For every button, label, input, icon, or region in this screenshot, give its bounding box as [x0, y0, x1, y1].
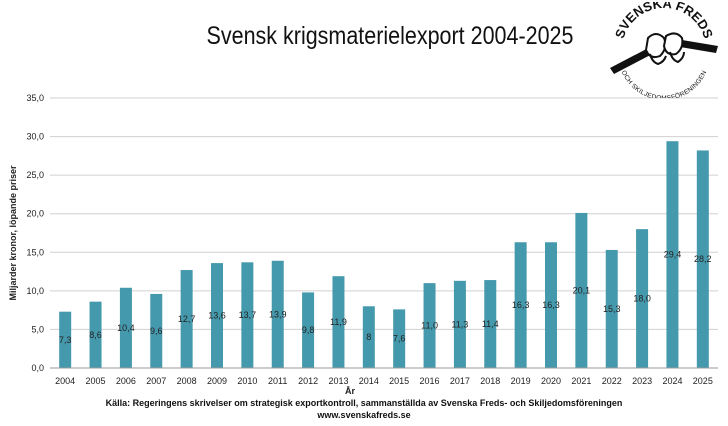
x-tick-label: 2004 — [55, 376, 75, 386]
source-text: Källa: Regeringens skrivelser om strateg… — [105, 398, 623, 408]
x-tick-label: 2005 — [86, 376, 106, 386]
x-axis-ticks: 2004 2005 2006 2007 2008 2009 2010 2011 2012 2013… — [55, 376, 713, 386]
bar-2018 — [484, 280, 497, 368]
data-label-2010: 13,7 — [239, 310, 257, 320]
x-tick-label: 2025 — [693, 376, 713, 386]
svenska-freds-logo: SVENSKA FREDS OCH SKILJEDOMSFÖRENINGEN — [610, 2, 718, 98]
x-axis-label: År — [345, 386, 355, 396]
x-tick-label: 2010 — [237, 376, 257, 386]
data-label-2011: 13,9 — [269, 309, 287, 319]
x-tick-label: 2022 — [602, 376, 622, 386]
data-label-2006: 10,4 — [117, 323, 135, 333]
x-tick-label: 2009 — [207, 376, 227, 386]
x-tick-label: 2014 — [359, 376, 379, 386]
x-tick-label: 2019 — [511, 376, 531, 386]
y-tick-label: 5,0 — [31, 324, 44, 334]
bar-2011 — [271, 260, 284, 368]
y-axis-label: Miljarder kronor, löpande priser — [8, 165, 18, 301]
bar-2024 — [666, 141, 679, 368]
x-tick-label: 2008 — [177, 376, 197, 386]
y-tick-label: 15,0 — [26, 247, 44, 257]
data-label-2015: 7,6 — [393, 334, 406, 344]
x-tick-label: 2015 — [389, 376, 409, 386]
website-url: www.svenskafreds.se — [317, 410, 411, 420]
bar-2009 — [211, 263, 223, 368]
bar-2021 — [575, 212, 588, 368]
y-tick-label: 10,0 — [26, 286, 44, 296]
data-label-2014: 8 — [366, 332, 371, 342]
x-tick-label: 2023 — [632, 376, 652, 386]
data-label-2016: 11,0 — [421, 321, 438, 331]
x-tick-label: 2020 — [541, 376, 561, 386]
data-label-2020: 16,3 — [542, 300, 560, 310]
x-tick-label: 2006 — [116, 376, 136, 386]
bar-2016 — [423, 283, 436, 368]
x-tick-label: 2018 — [480, 376, 500, 386]
grid-lines — [50, 97, 718, 330]
bar-2019 — [514, 242, 527, 368]
data-labels: 7,3 8,6 10,4 9,6 12,7 13,6 13,7 13,9 9,8 11,9 8 7,6… — [59, 250, 712, 345]
chart-title: Svensk krigsmaterielexport 2004-2025 — [206, 22, 574, 50]
bar-2020 — [545, 242, 557, 368]
bar-2006 — [119, 287, 132, 368]
x-tick-label: 2012 — [298, 376, 318, 386]
data-label-2005: 8,6 — [89, 330, 102, 340]
data-label-2008: 12,7 — [178, 314, 196, 324]
bar-2004 — [59, 311, 72, 368]
data-label-2021: 20,1 — [573, 285, 591, 295]
data-label-2024: 29,4 — [664, 250, 682, 260]
data-label-2017: 11,3 — [451, 319, 468, 329]
data-label-2025: 28,2 — [694, 254, 712, 264]
data-label-2013: 11,9 — [330, 317, 347, 327]
bar-2025 — [696, 150, 709, 368]
logo-top-text: SVENSKA FREDS — [612, 2, 716, 41]
data-label-2009: 13,6 — [208, 311, 226, 321]
bars — [59, 141, 709, 368]
x-tick-label: 2017 — [450, 376, 470, 386]
y-tick-label: 35,0 — [26, 93, 44, 103]
bar-2005 — [89, 301, 102, 368]
y-tick-label: 30,0 — [26, 132, 44, 142]
bar-2023 — [636, 229, 649, 368]
data-label-2004: 7,3 — [59, 335, 72, 345]
bar-2014 — [362, 306, 375, 368]
data-label-2019: 16,3 — [512, 300, 530, 310]
bar-2022 — [605, 249, 618, 368]
y-tick-label: 0,0 — [31, 363, 44, 373]
data-label-2012: 9,8 — [302, 325, 315, 335]
bar-2010 — [241, 262, 254, 368]
bar-2017 — [453, 280, 466, 368]
x-tick-label: 2021 — [571, 376, 591, 386]
y-axis-ticks: 0,0 5,0 10,0 15,0 20,0 25,0 30,0 35,0 — [26, 93, 44, 373]
bar-2008 — [180, 270, 193, 368]
logo-bottom-text: OCH SKILJEDOMSFÖRENINGEN — [620, 69, 709, 98]
x-tick-label: 2016 — [420, 376, 440, 386]
x-tick-label: 2007 — [146, 376, 166, 386]
bar-2012 — [302, 292, 315, 368]
x-tick-label: 2024 — [662, 376, 682, 386]
y-tick-label: 20,0 — [26, 209, 44, 219]
data-label-2022: 15,3 — [603, 304, 621, 314]
y-tick-label: 25,0 — [26, 170, 44, 180]
broken-rifle-logo-icon — [610, 32, 718, 74]
x-tick-label: 2011 — [268, 376, 287, 386]
data-label-2007: 9,6 — [150, 326, 163, 336]
data-label-2023: 18,0 — [633, 294, 651, 304]
bar-2015 — [393, 309, 406, 368]
x-tick-label: 2013 — [328, 376, 348, 386]
bar-2007 — [150, 293, 163, 368]
bar-2013 — [332, 276, 345, 368]
data-label-2018: 11,4 — [482, 319, 499, 329]
